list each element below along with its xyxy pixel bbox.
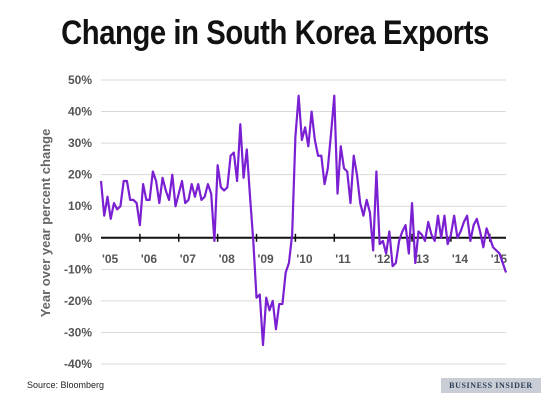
exports-series-line bbox=[99, 94, 508, 347]
grid-lines bbox=[101, 79, 506, 365]
y-tick-label: -10% bbox=[64, 262, 92, 276]
x-tick-label: '10 bbox=[296, 252, 313, 266]
x-tick-label: '08 bbox=[219, 252, 236, 266]
x-tick-label: '11 bbox=[335, 252, 351, 266]
x-axis-ticks: '05'06'07'08'09'10'11'12'13'14'15 bbox=[102, 233, 507, 266]
y-axis-label: Year over year percent change bbox=[38, 129, 53, 318]
x-tick-label: '05 bbox=[102, 252, 119, 266]
x-tick-label: '13 bbox=[413, 252, 430, 266]
y-tick-label: 30% bbox=[68, 136, 92, 150]
y-tick-label: -40% bbox=[64, 357, 92, 371]
y-tick-label: -30% bbox=[64, 325, 92, 339]
brand-logo: BUSINESS INSIDER bbox=[441, 378, 541, 393]
y-tick-label: 10% bbox=[68, 199, 92, 213]
y-tick-label: 50% bbox=[68, 73, 92, 87]
y-tick-label: 20% bbox=[68, 168, 92, 182]
chart-title: Change in South Korea Exports bbox=[61, 14, 489, 52]
y-axis-ticks: -40% -30% -20% -10% 0% 10% 20% 30% 40% 50% bbox=[64, 73, 92, 371]
source-note: Source: Bloomberg bbox=[27, 380, 105, 390]
x-tick-label: '09 bbox=[258, 252, 275, 266]
x-tick-label: '07 bbox=[180, 252, 197, 266]
x-tick-label: '12 bbox=[374, 252, 391, 266]
x-tick-label: '06 bbox=[141, 252, 158, 266]
y-tick-label: -20% bbox=[64, 294, 92, 308]
y-tick-label: 40% bbox=[68, 105, 92, 119]
y-tick-label: 0% bbox=[75, 231, 93, 245]
x-tick-label: '14 bbox=[452, 252, 469, 266]
